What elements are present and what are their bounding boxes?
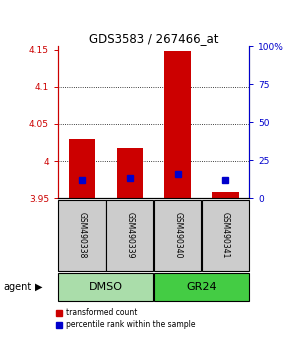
Title: GDS3583 / 267466_at: GDS3583 / 267466_at [89, 32, 218, 45]
Bar [117, 148, 143, 198]
Text: DMSO: DMSO [89, 282, 123, 292]
Bar [212, 192, 239, 198]
Bar [154, 200, 201, 271]
Text: GSM490338: GSM490338 [77, 212, 86, 259]
Text: ▶: ▶ [35, 282, 42, 292]
Legend: transformed count, percentile rank within the sample: transformed count, percentile rank withi… [56, 308, 195, 329]
Bar [202, 200, 249, 271]
Text: GR24: GR24 [186, 282, 217, 292]
Bar [164, 51, 191, 198]
Text: GSM490341: GSM490341 [221, 212, 230, 259]
Text: GSM490340: GSM490340 [173, 212, 182, 259]
Text: GSM490339: GSM490339 [125, 212, 134, 259]
Text: agent: agent [3, 282, 31, 292]
Bar [69, 139, 95, 198]
Bar [58, 273, 153, 301]
Bar [154, 273, 249, 301]
Bar [106, 200, 153, 271]
Bar [58, 200, 106, 271]
